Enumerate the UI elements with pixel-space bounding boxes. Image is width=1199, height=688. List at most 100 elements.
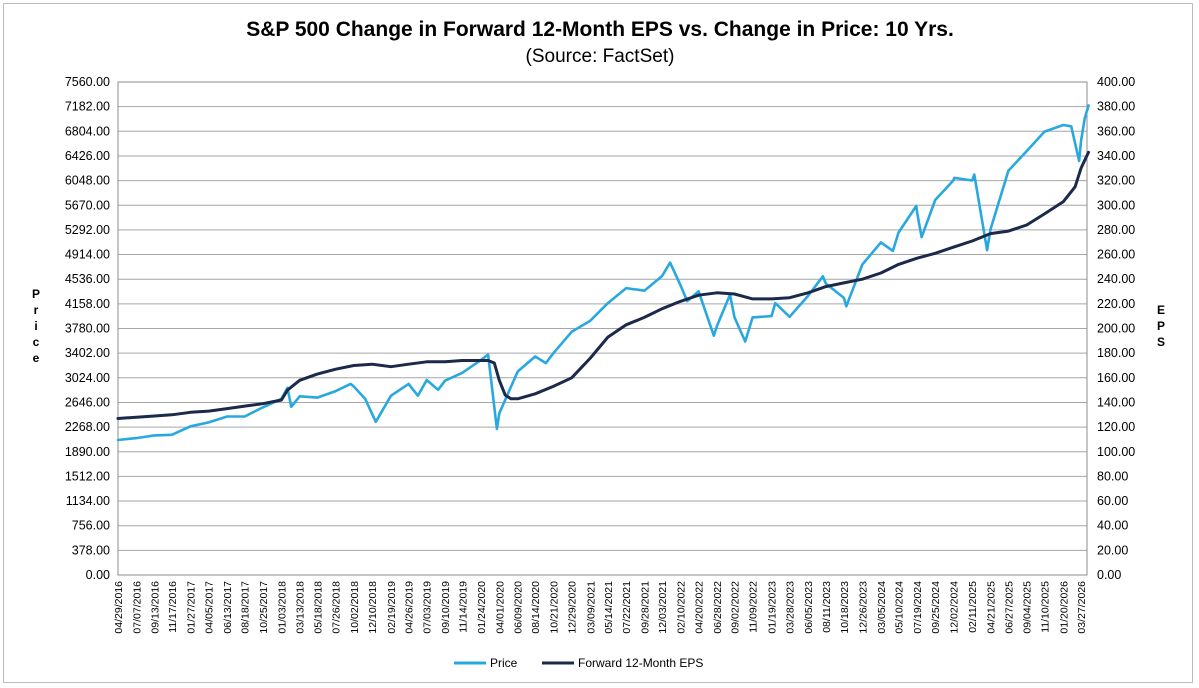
- x-tick-label: 01/19/2023: [767, 581, 779, 634]
- plot-area: [117, 81, 1088, 576]
- right-y-tick-label: 200.00: [1097, 322, 1135, 336]
- left-y-tick-label: 3780.00: [65, 322, 110, 336]
- x-tick-label: 03/09/2021: [585, 581, 597, 634]
- series-line-price: [116, 104, 1090, 442]
- x-tick-label: 10/25/2017: [258, 581, 270, 634]
- x-tick-label: 02/19/2019: [386, 581, 398, 634]
- x-tick-label: 09/25/2024: [930, 581, 942, 634]
- x-tick-label: 04/29/2016: [113, 581, 125, 634]
- left-y-tick-label: 3024.00: [65, 371, 110, 385]
- right-y-tick-label: 260.00: [1097, 248, 1135, 262]
- x-tick-label: 10/21/2020: [548, 581, 560, 634]
- x-tick-label: 04/21/2025: [986, 581, 998, 634]
- x-tick-label: 11/14/2019: [457, 581, 469, 633]
- x-tick-label: 06/09/2020: [513, 581, 525, 634]
- x-tick-label: 08/14/2020: [530, 581, 542, 634]
- left-y-tick-label: 5670.00: [65, 198, 110, 212]
- legend: Price Forward 12-Month EPS: [454, 656, 703, 670]
- right-y-tick-label: 40.00: [1097, 519, 1128, 533]
- x-tick-label: 11/17/2016: [167, 581, 179, 633]
- x-tick-label: 01/27/2017: [186, 581, 198, 634]
- left-y-tick-label: 0.00: [86, 568, 110, 582]
- left-y-tick-label: 4536.00: [65, 272, 110, 286]
- x-tick-label: 01/20/2026: [1058, 581, 1070, 634]
- x-tick-label: 03/27/2026: [1076, 581, 1088, 634]
- left-y-tick-label: 2646.00: [65, 395, 110, 409]
- left-y-tick-label: 6426.00: [65, 149, 110, 163]
- x-tick-label: 04/26/2019: [404, 581, 416, 634]
- x-tick-label: 07/03/2019: [422, 581, 434, 634]
- right-y-tick-label: 360.00: [1097, 124, 1135, 138]
- gridlines: [118, 81, 1087, 576]
- left-y-tick-label: 3402.00: [65, 346, 110, 360]
- right-y-tick-label: 140.00: [1097, 395, 1135, 409]
- x-tick-label: 04/05/2017: [204, 581, 216, 634]
- right-y-tick-label: 340.00: [1097, 149, 1135, 163]
- left-y-tick-label: 1890.00: [65, 445, 110, 459]
- x-tick-label: 07/07/2016: [131, 581, 143, 634]
- x-tick-label: 10/18/2023: [839, 581, 851, 634]
- x-tick-label: 02/10/2022: [675, 581, 687, 634]
- right-y-tick-label: 120.00: [1097, 420, 1135, 434]
- x-tick-label: 01/03/2018: [276, 581, 288, 634]
- right-y-tick-label: 300.00: [1097, 198, 1135, 212]
- right-y-tick-label: 160.00: [1097, 371, 1135, 385]
- chart-frame: [3, 3, 1193, 683]
- left-y-tick-label: 6804.00: [65, 124, 110, 138]
- right-y-tick-label: 280.00: [1097, 223, 1135, 237]
- x-tick-label: 09/04/2025: [1022, 581, 1034, 634]
- x-tick-label: 08/18/2017: [240, 581, 252, 634]
- right-axis-ticks: 400.00 380.00 360.00 340.00 320.00 300.00 280.…: [1097, 75, 1135, 582]
- right-y-tick-label: 240.00: [1097, 272, 1135, 286]
- x-tick-label: 12/03/2021: [657, 581, 669, 634]
- right-y-tick-label: 60.00: [1097, 494, 1128, 508]
- left-y-tick-label: 4914.00: [65, 248, 110, 262]
- x-tick-label: 09/13/2016: [149, 581, 161, 634]
- right-y-tick-label: 380.00: [1097, 100, 1135, 114]
- chart-subtitle: (Source: FactSet): [526, 46, 675, 67]
- x-tick-label: 12/26/2023: [857, 581, 869, 634]
- left-y-tick-label: 6048.00: [65, 174, 110, 188]
- x-tick-label: 03/13/2018: [295, 581, 307, 634]
- left-y-tick-label: 4158.00: [65, 297, 110, 311]
- x-tick-label: 12/29/2020: [567, 581, 579, 634]
- x-tick-label: 10/02/2018: [349, 581, 361, 634]
- right-y-tick-label: 100.00: [1097, 445, 1135, 459]
- right-y-tick-label: 400.00: [1097, 75, 1135, 89]
- x-tick-label: 11/09/2022: [748, 581, 760, 633]
- series-line-eps: [116, 150, 1090, 420]
- legend-label: Price: [490, 656, 518, 670]
- x-tick-label: 12/02/2024: [948, 581, 960, 634]
- x-tick-label: 05/10/2024: [893, 581, 905, 634]
- x-tick-label: 03/05/2024: [876, 581, 888, 634]
- left-y-tick-label: 2268.00: [65, 420, 110, 434]
- x-tick-label: 05/18/2018: [312, 581, 324, 634]
- x-tick-label: 09/02/2022: [730, 581, 742, 634]
- legend-label: Forward 12-Month EPS: [578, 656, 703, 670]
- x-tick-label: 08/11/2023: [821, 581, 833, 633]
- x-axis-ticks: 04/29/2016 07/07/2016 09/13/2016 11/17/2016…: [113, 581, 1088, 634]
- x-tick-label: 06/13/2017: [222, 581, 234, 634]
- x-tick-label: 11/10/2025: [1040, 581, 1052, 633]
- x-tick-label: 02/11/2025: [967, 581, 979, 633]
- right-y-tick-label: 220.00: [1097, 297, 1135, 311]
- x-tick-label: 06/27/2025: [1003, 581, 1015, 634]
- x-tick-label: 06/28/2022: [712, 581, 724, 634]
- x-tick-label: 04/01/2020: [494, 581, 506, 634]
- x-tick-label: 06/05/2023: [803, 581, 815, 634]
- x-tick-label: 12/10/2018: [367, 581, 379, 634]
- x-tick-label: 09/10/2019: [440, 581, 452, 634]
- left-y-tick-label: 756.00: [72, 519, 110, 533]
- x-tick-label: 07/19/2024: [912, 581, 924, 634]
- left-y-tick-label: 1134.00: [66, 494, 110, 508]
- right-y-tick-label: 180.00: [1097, 346, 1135, 360]
- left-y-tick-label: 7182.00: [65, 100, 110, 114]
- right-y-tick-label: 80.00: [1097, 469, 1128, 483]
- x-tick-label: 05/14/2021: [603, 581, 615, 634]
- x-tick-label: 04/20/2022: [694, 581, 706, 634]
- left-y-tick-label: 1512.00: [65, 469, 110, 483]
- series-lines: [116, 104, 1090, 442]
